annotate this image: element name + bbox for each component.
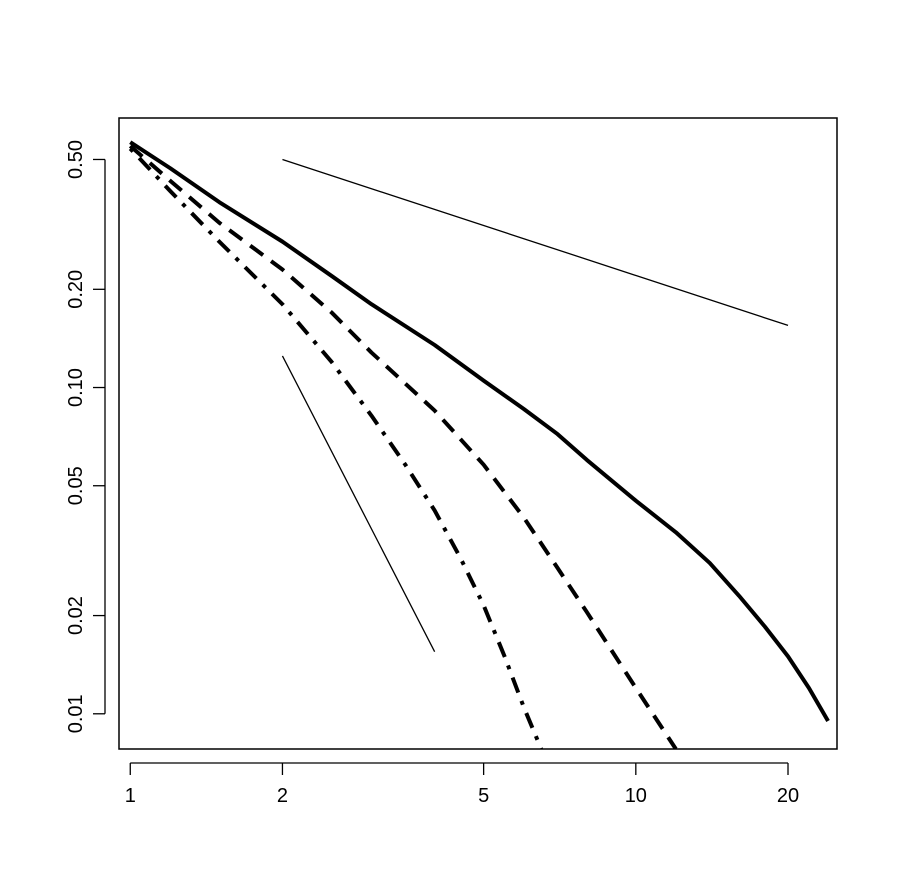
y-tick-label: 0.01 [65, 694, 87, 733]
series-line-2 [128, 144, 678, 749]
x-tick-label: 20 [777, 785, 799, 807]
reference-line-2 [281, 355, 436, 652]
y-tick-label: 0.10 [65, 368, 87, 407]
y-tick-label: 0.02 [65, 596, 87, 635]
x-tick-label: 5 [478, 785, 489, 807]
plot-frame [118, 117, 838, 750]
x-tick-label: 1 [125, 785, 136, 807]
y-tick-label: 0.20 [65, 270, 87, 309]
x-axis: 1 2 5 10 20 [125, 762, 799, 807]
x-tick-label: 10 [625, 785, 647, 807]
x-tick-label: 2 [277, 785, 288, 807]
y-axis: 0.01 0.02 0.05 0.10 0.20 0.50 [65, 140, 106, 733]
reference-line-1 [282, 158, 789, 327]
y-tick-label: 0.50 [65, 140, 87, 179]
series-line-3 [128, 147, 544, 749]
y-tick-label: 0.05 [65, 466, 87, 505]
series-layer [128, 140, 830, 749]
series-line-1 [129, 140, 830, 723]
